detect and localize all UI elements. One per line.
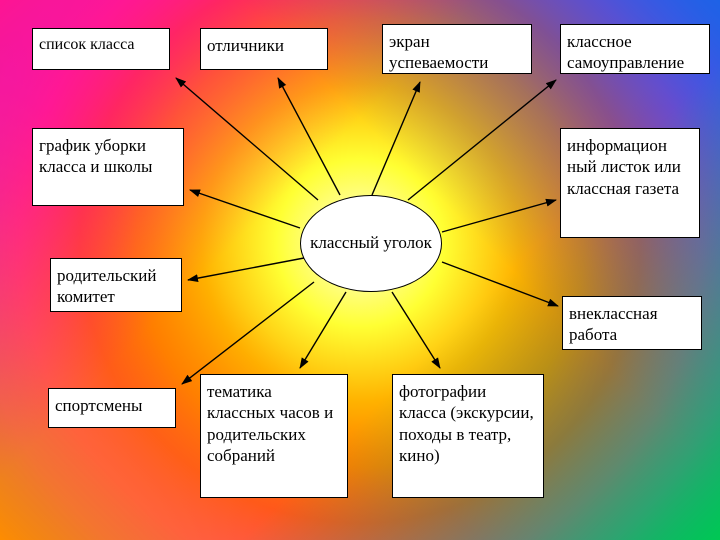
center-node: классный уголок xyxy=(300,195,442,292)
box-foto: фотографии класса (экскурсии, походы в т… xyxy=(392,374,544,498)
arrow-to-vneklass xyxy=(442,262,558,306)
box-spisok: список класса xyxy=(32,28,170,70)
box-label: спортсмены xyxy=(55,396,142,415)
box-label: отличники xyxy=(207,36,284,55)
box-label: внеклассная работа xyxy=(569,304,658,344)
box-label: родительский комитет xyxy=(57,266,156,306)
box-tematika: тематика классных часов и родительских с… xyxy=(200,374,348,498)
box-otlichniki: отличники xyxy=(200,28,328,70)
box-inflist: информацион ный листок или классная газе… xyxy=(560,128,700,238)
diagram-canvas: классный уголок список класса отличники эк… xyxy=(0,0,720,540)
arrow-to-grafik xyxy=(190,190,300,228)
arrow-to-samoupr xyxy=(408,80,556,200)
box-label: экран успеваемости xyxy=(389,32,488,72)
box-label: фотографии класса (экскурсии, походы в т… xyxy=(399,382,534,465)
box-rodkom: родительский комитет xyxy=(50,258,182,312)
box-vneklass: внеклассная работа xyxy=(562,296,702,350)
arrow-to-spisok xyxy=(176,78,318,200)
arrow-to-inflist xyxy=(442,200,556,232)
arrow-to-tematika xyxy=(300,292,346,368)
box-label: список класса xyxy=(39,36,134,53)
box-ekran: экран успеваемости xyxy=(382,24,532,74)
arrow-to-rodkom xyxy=(188,258,304,280)
arrow-to-foto xyxy=(392,292,440,368)
box-label: график уборки класса и школы xyxy=(39,136,152,176)
arrow-to-otlichniki xyxy=(278,78,340,195)
box-grafik: график уборки класса и школы xyxy=(32,128,184,206)
box-sport: спортсмены xyxy=(48,388,176,428)
box-samoupr: классное самоуправление xyxy=(560,24,710,74)
center-node-label: классный уголок xyxy=(310,232,432,254)
box-label: классное самоуправление xyxy=(567,32,684,72)
arrow-to-ekran xyxy=(372,82,420,195)
box-label: информацион ный листок или классная газе… xyxy=(567,136,681,198)
box-label: тематика классных часов и родительских с… xyxy=(207,382,333,465)
arrow-to-sport xyxy=(182,282,314,384)
